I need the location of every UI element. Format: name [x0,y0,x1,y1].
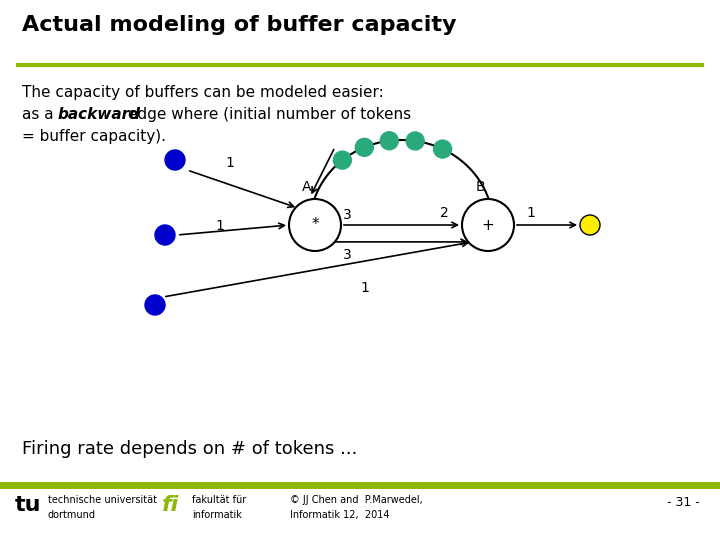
Circle shape [356,138,374,157]
Text: backward: backward [58,107,141,122]
Circle shape [155,225,175,245]
Text: as a: as a [22,107,58,122]
Circle shape [406,132,424,150]
Text: = buffer capacity).: = buffer capacity). [22,129,166,144]
Text: 3: 3 [343,208,352,222]
Circle shape [462,199,514,251]
Text: 1: 1 [225,156,234,170]
Text: +: + [482,218,495,233]
Text: fi: fi [162,495,179,515]
Circle shape [145,295,165,315]
Text: © JJ Chen and  P.Marwedel,: © JJ Chen and P.Marwedel, [290,495,423,505]
Text: B: B [475,180,485,194]
Text: *: * [311,218,319,233]
Circle shape [580,215,600,235]
Text: Firing rate depends on # of tokens ...: Firing rate depends on # of tokens ... [22,440,357,458]
Circle shape [380,132,398,150]
Text: technische universität: technische universität [48,495,157,505]
Circle shape [289,199,341,251]
Text: Informatik 12,  2014: Informatik 12, 2014 [290,510,390,520]
Text: The capacity of buffers can be modeled easier:: The capacity of buffers can be modeled e… [22,85,384,100]
Text: 2: 2 [440,206,449,220]
Text: 1: 1 [526,206,535,220]
Circle shape [433,140,451,158]
Text: fakultät für: fakultät für [192,495,246,505]
Text: tu: tu [15,495,42,515]
Text: 1: 1 [215,219,224,233]
Text: 1: 1 [360,281,369,295]
Text: A: A [302,180,312,194]
Text: 3: 3 [343,248,352,262]
Text: edge where (initial number of tokens: edge where (initial number of tokens [123,107,411,122]
Circle shape [333,151,351,169]
Circle shape [165,150,185,170]
Text: - 31 -: - 31 - [667,496,700,510]
Text: dortmund: dortmund [48,510,96,520]
Text: informatik: informatik [192,510,242,520]
Text: Actual modeling of buffer capacity: Actual modeling of buffer capacity [22,15,456,35]
